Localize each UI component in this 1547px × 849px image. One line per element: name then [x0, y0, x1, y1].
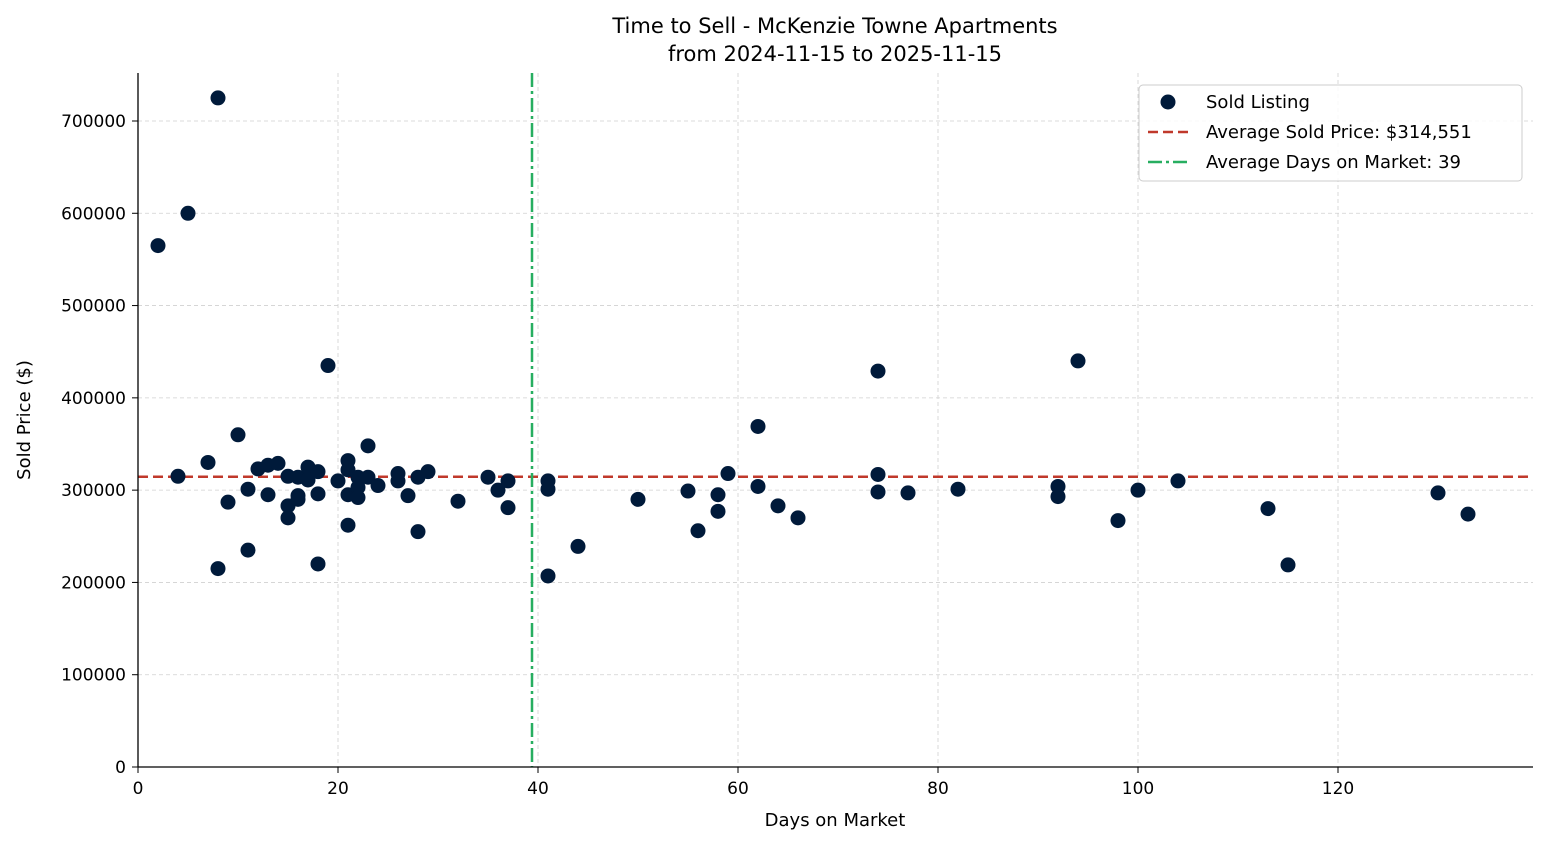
data-point — [690, 523, 706, 539]
legend-box — [1138, 84, 1523, 182]
data-point — [310, 486, 326, 502]
y-tick-label: 100000 — [61, 666, 126, 686]
data-point — [750, 418, 766, 434]
data-point — [1170, 473, 1186, 489]
data-point — [400, 488, 416, 504]
data-point — [480, 469, 496, 485]
chart-title: Time to Sell - McKenzie Towne Apartments — [611, 14, 1057, 38]
data-point — [300, 472, 316, 488]
data-point — [450, 493, 466, 509]
data-point — [1130, 482, 1146, 498]
data-point — [720, 466, 736, 482]
data-point — [330, 473, 346, 489]
data-point — [1460, 506, 1476, 522]
data-point — [870, 466, 886, 482]
data-point — [350, 490, 366, 506]
data-point — [710, 503, 726, 519]
data-point — [500, 473, 516, 489]
data-point — [1110, 513, 1126, 529]
data-point — [420, 464, 436, 480]
axes: 0 20 40 60 80 100 120 0 100000 200000 300000 400000… — [61, 73, 1533, 799]
legend-marker-icon — [1160, 94, 1176, 110]
x-tick-label: 0 — [133, 779, 144, 799]
x-tick-label: 20 — [327, 779, 349, 799]
data-point — [680, 483, 696, 499]
data-point — [1430, 485, 1446, 501]
data-point — [1070, 353, 1086, 369]
data-point — [340, 517, 356, 533]
data-point — [710, 487, 726, 503]
data-point — [170, 468, 186, 484]
y-axis-label: Sold Price ($) — [14, 360, 35, 480]
legend: Sold Listing Average Sold Price: $314,551… — [1138, 84, 1523, 182]
data-point — [230, 427, 246, 443]
data-point — [870, 363, 886, 379]
data-point — [870, 484, 886, 500]
y-tick-label: 400000 — [61, 389, 126, 409]
data-point — [1280, 557, 1296, 573]
y-tick-label: 600000 — [61, 204, 126, 224]
data-point — [260, 487, 276, 503]
data-point — [570, 538, 586, 554]
data-point — [280, 510, 296, 526]
data-point — [210, 90, 226, 106]
data-point — [1050, 489, 1066, 505]
data-point — [360, 469, 376, 485]
data-point — [360, 438, 376, 454]
data-point — [540, 568, 556, 584]
data-point — [310, 556, 326, 572]
data-point — [410, 524, 426, 540]
chart-subtitle: from 2024-11-15 to 2025-11-15 — [668, 42, 1002, 66]
data-point — [320, 358, 336, 374]
x-tick-label: 120 — [1322, 779, 1354, 799]
x-axis-label: Days on Market — [765, 810, 906, 831]
x-tick-label: 60 — [727, 779, 749, 799]
data-points — [150, 90, 1476, 584]
data-point — [240, 481, 256, 497]
y-tick-label: 700000 — [61, 112, 126, 132]
y-tick-label: 500000 — [61, 297, 126, 317]
data-point — [900, 485, 916, 501]
data-point — [370, 478, 386, 494]
legend-label: Average Sold Price: $314,551 — [1206, 122, 1472, 143]
y-tick-label: 200000 — [61, 573, 126, 593]
data-point — [770, 498, 786, 514]
data-point — [950, 481, 966, 497]
data-point — [270, 455, 286, 471]
data-point — [210, 561, 226, 577]
data-point — [790, 510, 806, 526]
x-tick-label: 40 — [527, 779, 549, 799]
data-point — [1260, 501, 1276, 517]
x-tick-label: 100 — [1122, 779, 1154, 799]
data-point — [150, 238, 166, 254]
data-point — [490, 482, 506, 498]
data-point — [240, 542, 256, 558]
data-point — [630, 491, 646, 507]
legend-label: Average Days on Market: 39 — [1206, 152, 1461, 173]
data-point — [310, 464, 326, 480]
data-point — [540, 481, 556, 497]
data-point — [390, 473, 406, 489]
y-tick-label: 300000 — [61, 481, 126, 501]
data-point — [750, 478, 766, 494]
legend-label: Sold Listing — [1206, 92, 1310, 113]
data-point — [200, 454, 216, 470]
data-point — [500, 500, 516, 516]
y-tick-label: 0 — [115, 758, 126, 778]
x-tick-label: 80 — [927, 779, 949, 799]
data-point — [180, 205, 196, 221]
data-point — [290, 491, 306, 507]
data-point — [220, 494, 236, 510]
